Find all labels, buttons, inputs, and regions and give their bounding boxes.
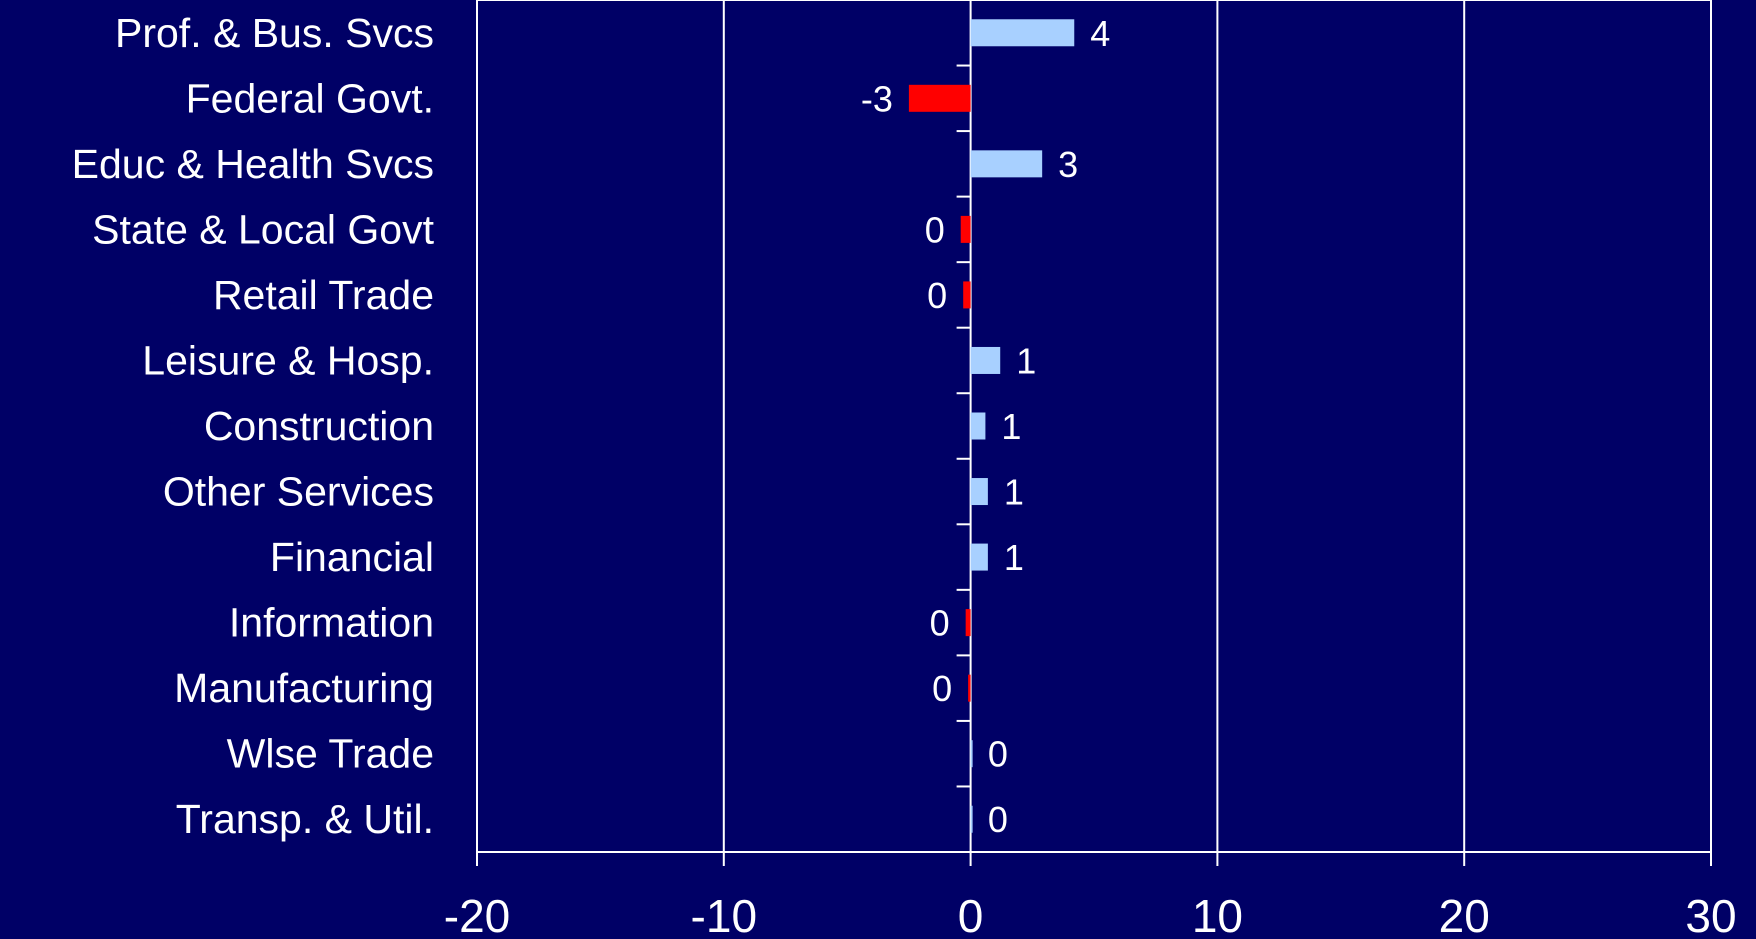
x-tick-label: -10	[691, 890, 757, 939]
x-tick-label: 10	[1192, 890, 1243, 939]
category-label: Construction	[204, 403, 434, 449]
category-label: Information	[229, 600, 434, 646]
x-tick-label: 0	[958, 890, 984, 939]
bar	[960, 215, 971, 243]
category-label: Wlse Trade	[227, 731, 434, 777]
bar	[968, 674, 971, 702]
data-label: 0	[988, 734, 1008, 775]
bar	[970, 19, 1075, 47]
data-label: 0	[930, 603, 950, 644]
labels: 4 Prof. & Bus. Svcs -3 Federal Govt. 3 Educ &…	[72, 10, 1111, 842]
data-label: 1	[1001, 406, 1021, 447]
bar	[970, 346, 1001, 374]
category-label: Prof. & Bus. Svcs	[115, 10, 434, 56]
bar	[970, 478, 988, 506]
data-label: 4	[1090, 13, 1110, 54]
bar	[970, 150, 1043, 178]
bar	[970, 740, 973, 768]
category-label: Leisure & Hosp.	[142, 337, 434, 383]
x-tick-label: 30	[1685, 890, 1736, 939]
x-tick-label: -20	[444, 890, 510, 939]
bars	[908, 19, 1075, 833]
gridlines	[722, 0, 1466, 852]
category-label: Other Services	[163, 469, 434, 515]
category-label: Financial	[270, 534, 434, 580]
data-label: 3	[1058, 144, 1078, 185]
bar	[970, 805, 973, 833]
bar	[970, 543, 988, 571]
bar	[963, 281, 971, 309]
category-label: Retail Trade	[213, 272, 434, 318]
data-label: -3	[861, 78, 893, 119]
data-label: 1	[1004, 537, 1024, 578]
data-label: 0	[925, 209, 945, 250]
plot-area	[476, 0, 1712, 853]
data-label: 1	[1004, 472, 1024, 513]
category-label: Manufacturing	[174, 665, 434, 711]
x-axis: -20 -10 0 10 20 30	[444, 0, 1737, 939]
category-label: Federal Govt.	[186, 75, 434, 121]
category-label: Transp. & Util.	[176, 796, 434, 842]
category-label: Educ & Health Svcs	[72, 141, 434, 187]
x-tick-label: 20	[1439, 890, 1490, 939]
category-label: State & Local Govt	[92, 206, 434, 252]
bar	[908, 84, 971, 112]
data-label: 0	[927, 275, 947, 316]
bar	[965, 609, 971, 637]
data-label: 0	[988, 799, 1008, 840]
data-label: 1	[1016, 340, 1036, 381]
bar	[970, 412, 986, 440]
data-label: 0	[932, 668, 952, 709]
